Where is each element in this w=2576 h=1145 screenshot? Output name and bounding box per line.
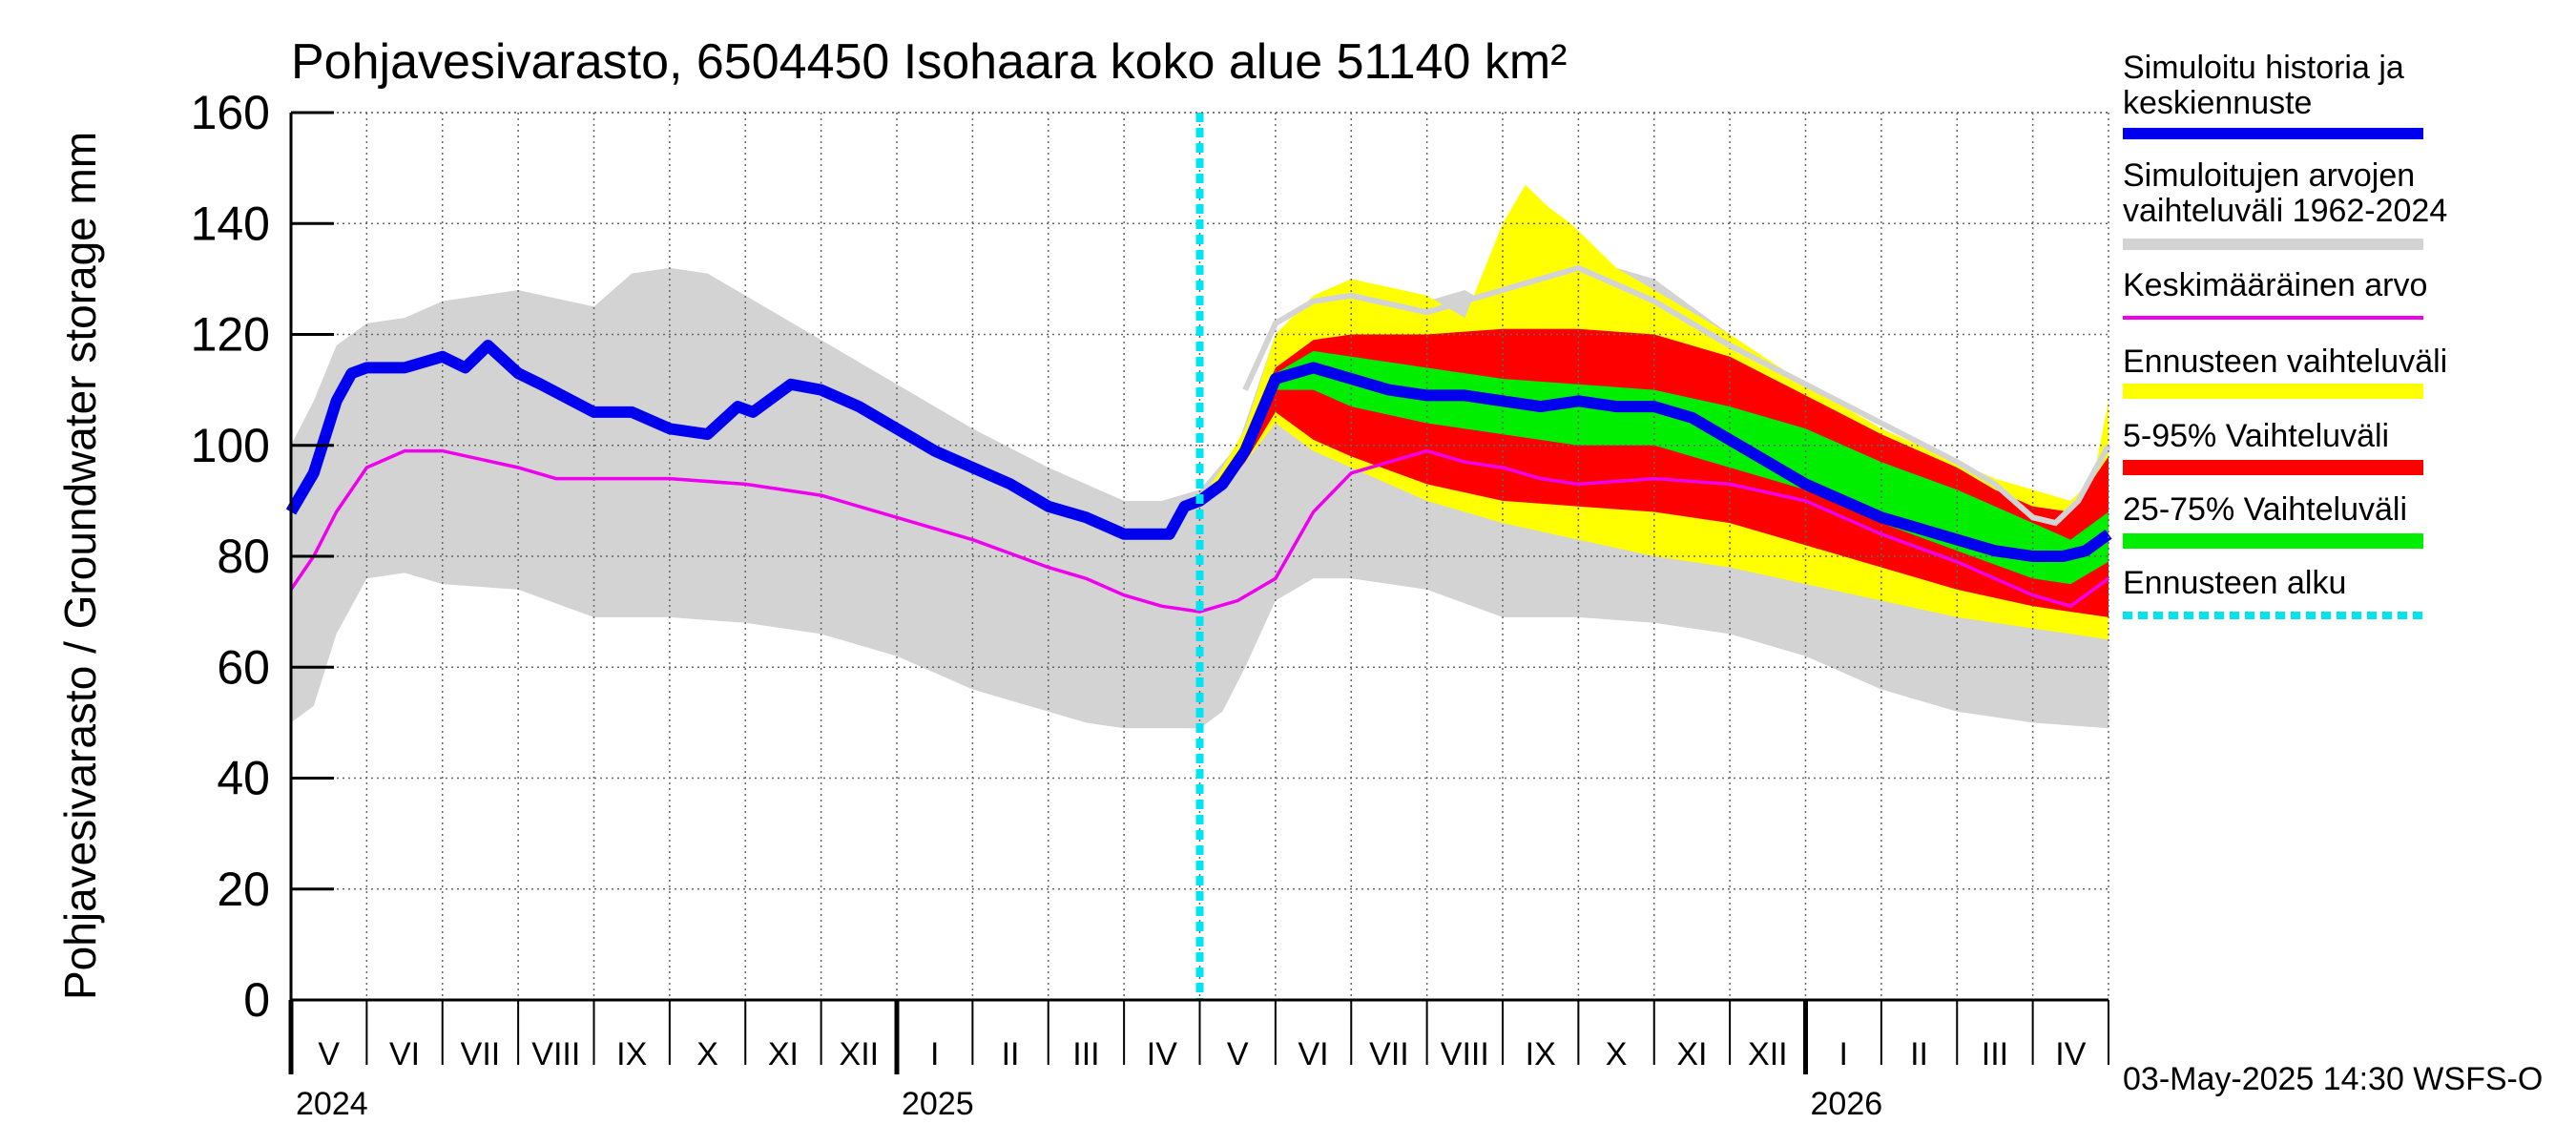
legend-label-line: keskiennuste (2123, 85, 2312, 121)
legend-label-line: Simuloitujen arvojen (2123, 157, 2415, 194)
legend-label: Keskimääräinen arvo (2123, 267, 2427, 303)
x-tick-label: VI (1298, 1036, 1329, 1072)
x-tick-label: XI (1676, 1036, 1707, 1072)
year-label: 2024 (296, 1086, 368, 1122)
x-tick-label: XII (1748, 1036, 1788, 1072)
legend-label: 25-75% Vaihteluväli (2123, 491, 2407, 528)
legend-label: 5-95% Vaihteluväli (2123, 418, 2389, 454)
x-tick-label: VI (389, 1036, 420, 1072)
legend-label: Ennusteen vaihteluväli (2123, 344, 2447, 380)
y-tick-label: 120 (191, 308, 270, 362)
x-tick-label: IX (1526, 1036, 1556, 1072)
year-label: 2025 (902, 1086, 974, 1122)
x-tick-label: VII (1369, 1036, 1409, 1072)
y-tick-label: 100 (191, 419, 270, 472)
forecast-max-line (1242, 264, 2111, 527)
legend-label: Ennusteen alku (2123, 565, 2346, 601)
x-tick-label: IV (1147, 1036, 1177, 1072)
y-tick-label: 140 (191, 197, 270, 250)
mean-line (289, 448, 2110, 614)
plot-lines (285, 113, 2112, 1000)
x-tick-label: II (1910, 1036, 1928, 1072)
history-line (285, 340, 2112, 562)
x-tick-label: I (930, 1036, 939, 1072)
y-tick-label: 160 (191, 86, 270, 139)
y-axis-label: Pohjavesivarasto / Groundwater storage m… (55, 132, 105, 1000)
x-tick-label: VIII (531, 1036, 580, 1072)
x-tick-label: I (1839, 1036, 1847, 1072)
x-tick-label: III (1072, 1036, 1099, 1072)
x-tick-label: VII (461, 1036, 501, 1072)
chart-title: Pohjavesivarasto, 6504450 Isohaara koko … (291, 34, 1567, 90)
x-tick-label: XI (768, 1036, 799, 1072)
y-tick-label: 0 (243, 973, 270, 1027)
x-tick-label: V (1227, 1036, 1249, 1072)
year-label: 2026 (1811, 1086, 1883, 1122)
y-tick-label: 80 (217, 530, 270, 583)
x-tick-label: VIII (1441, 1036, 1489, 1072)
x-tick-label: X (696, 1036, 718, 1072)
x-tick-label: III (1982, 1036, 2008, 1072)
plot-grid (291, 112, 2109, 1000)
x-tick-label: X (1606, 1036, 1628, 1072)
x-tick-label: IV (2055, 1036, 2086, 1072)
legend-label-line: vaihteluväli 1962-2024 (2123, 193, 2447, 229)
legend-label: Simuloitujen arvojen vaihteluväli 1962-20… (2123, 157, 2447, 229)
legend: Simuloitu historia ja keskiennusteSimuloi… (2123, 50, 2447, 619)
x-tick-label: II (1002, 1036, 1020, 1072)
band-25-75 (1199, 350, 2109, 585)
footer-timestamp: 03-May-2025 14:30 WSFS-O (2123, 1061, 2543, 1097)
y-tick-label: 20 (217, 863, 270, 916)
y-tick-label: 40 (217, 752, 270, 805)
legend-label: Simuloitu historia ja keskiennuste (2123, 50, 2404, 121)
x-tick-label: V (318, 1036, 340, 1072)
y-tick-label: 60 (217, 640, 270, 694)
x-tick-label: IX (616, 1036, 647, 1072)
x-tick-label: XII (840, 1036, 880, 1072)
legend-label-line: Simuloitu historia ja (2123, 50, 2404, 86)
